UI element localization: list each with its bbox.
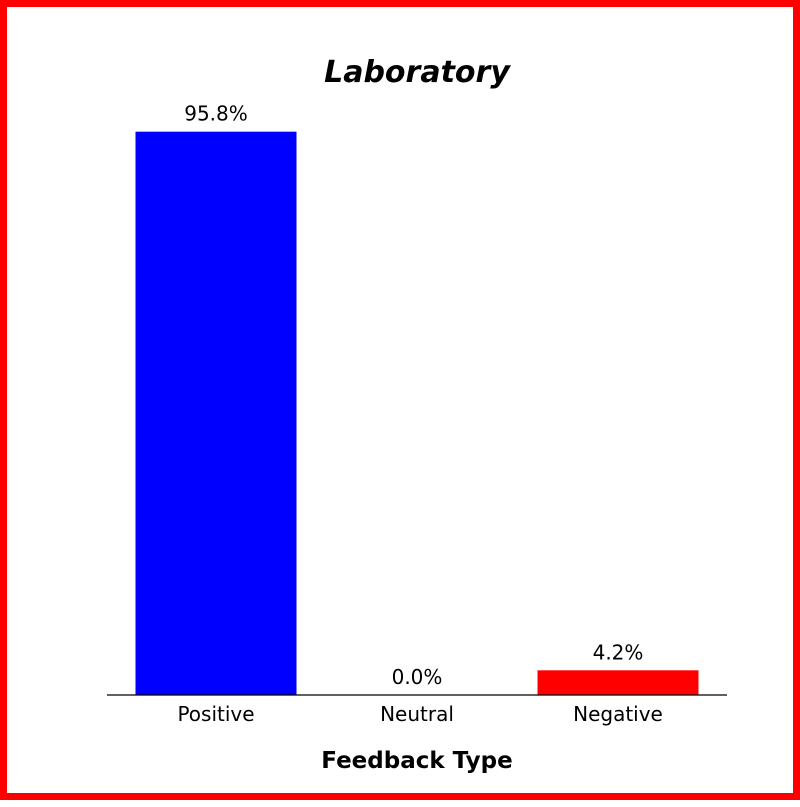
x-axis-label: Feedback Type bbox=[321, 748, 512, 774]
bar-positive bbox=[135, 131, 297, 696]
bar-chart: Laboratory Positive Neutral Negative 95.8%… bbox=[107, 55, 727, 774]
x-tick-label-neutral: Neutral bbox=[380, 702, 454, 726]
data-label-negative: 4.2% bbox=[593, 640, 644, 664]
x-tick-label-negative: Negative bbox=[573, 702, 663, 726]
data-labels: 95.8% 0.0% 4.2% bbox=[184, 102, 643, 689]
data-label-neutral: 0.0% bbox=[392, 665, 443, 689]
x-tick-label-positive: Positive bbox=[177, 702, 254, 726]
x-tick-labels: Positive Neutral Negative bbox=[177, 702, 662, 726]
bar-negative bbox=[537, 670, 699, 695]
data-label-positive: 95.8% bbox=[184, 102, 248, 126]
bars-group bbox=[135, 131, 699, 696]
chart-title: Laboratory bbox=[324, 55, 511, 90]
